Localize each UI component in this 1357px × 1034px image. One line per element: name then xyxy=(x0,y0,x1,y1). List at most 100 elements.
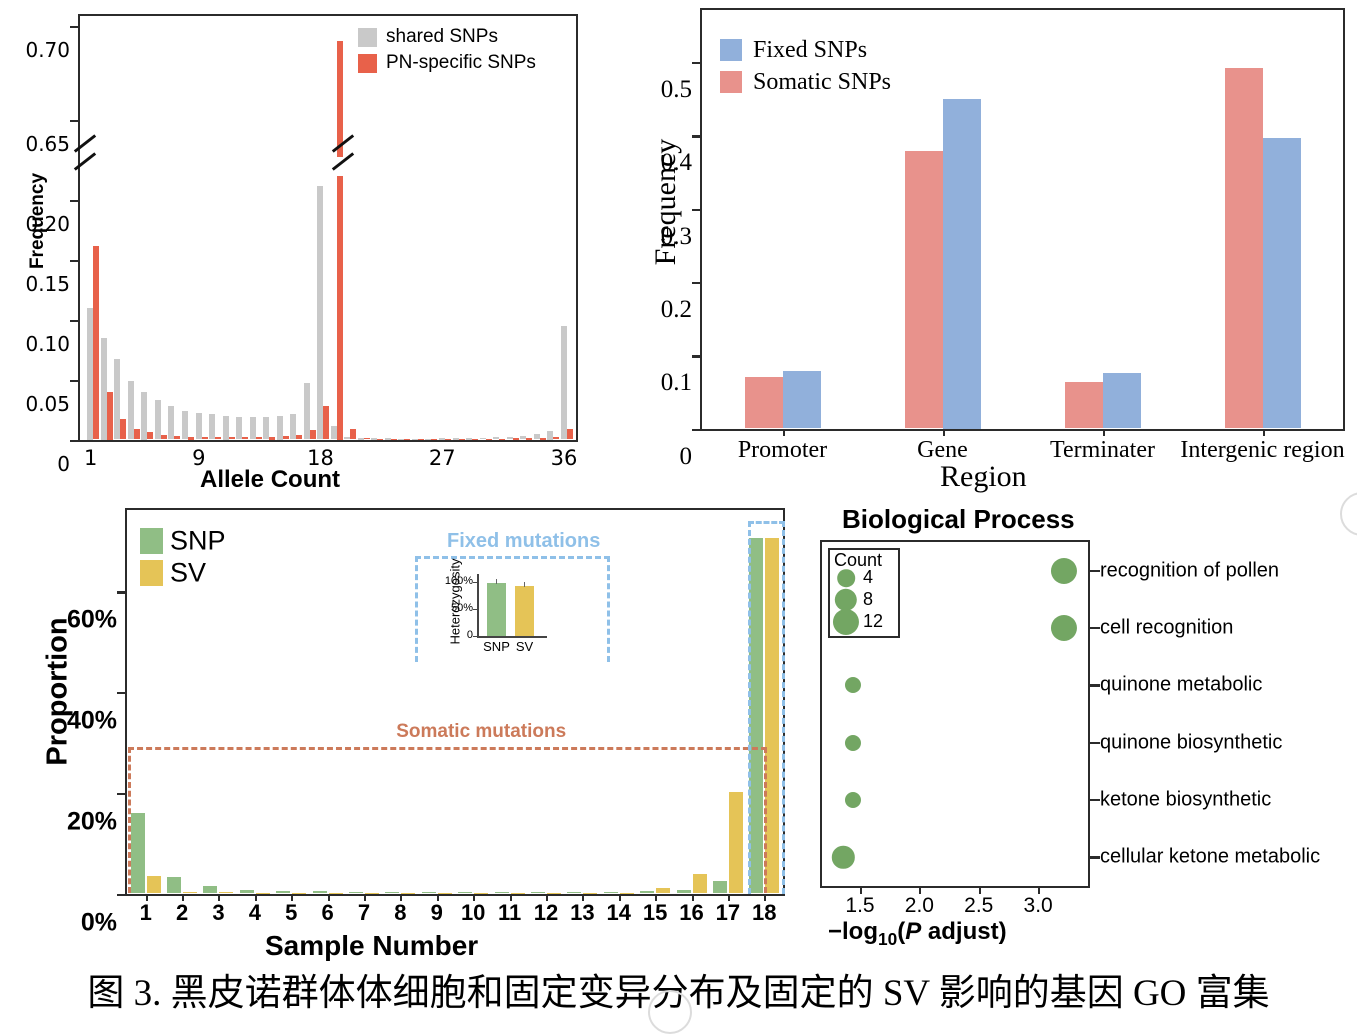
panel-a-y-tick-0.10: 0.10 xyxy=(25,331,70,356)
bar-shared-snps-28 xyxy=(452,438,459,440)
bar-shared-snps-21 xyxy=(357,438,364,440)
panel-b-y-tickmark xyxy=(692,281,700,285)
bar-shared-snps-35 xyxy=(547,430,554,440)
go-term-label-quinone-metabolic: quinone metabolic xyxy=(1100,673,1263,696)
legend-swatch xyxy=(720,71,742,94)
bar-sv-sample-4 xyxy=(255,892,270,894)
legend-swatch xyxy=(140,527,163,554)
bar-somatic-snps-intergenic-region xyxy=(1224,68,1263,429)
bar-snp-sample-17 xyxy=(712,881,727,894)
panel-a-plot-area xyxy=(81,17,576,441)
inset-y-tick-0: 0 xyxy=(466,629,473,641)
bar-sv-sample-15 xyxy=(656,888,671,894)
panel-a-allele-count-frequency: Frequency Allele Count 0 0.05 0.10 0.15 0.20… xyxy=(0,0,640,500)
count-legend-dot-8 xyxy=(834,588,858,612)
panel-b-y-tick-0: 0 xyxy=(679,442,693,470)
panel-a-y-tick-0.20: 0.20 xyxy=(25,211,70,236)
bar-pn-specific-snps-31 xyxy=(499,438,506,441)
panel-c-x-axis-title: Sample Number xyxy=(265,930,479,961)
bar-pn-specific-snps-36 xyxy=(566,429,573,440)
bar-shared-snps-33 xyxy=(520,435,527,440)
go-term-label-cell-recognition: cell recognition xyxy=(1100,616,1234,639)
panel-b-legend-item-0: Fixed SNPs xyxy=(720,36,867,64)
bar-snp-sample-9 xyxy=(421,891,436,894)
panel-c-x-tick-14: 14 xyxy=(606,899,631,925)
bar-pn-specific-snps-7 xyxy=(174,435,181,440)
inset-y-tickmark xyxy=(473,609,477,611)
bar-shared-snps-15 xyxy=(276,415,283,440)
panel-c-x-tick-4: 4 xyxy=(248,899,261,925)
bar-pn-specific-snps-13 xyxy=(255,436,262,440)
panel-c-x-tickmark xyxy=(545,893,548,901)
panel-c-x-tickmark xyxy=(436,893,439,901)
panel-c-x-tick-17: 17 xyxy=(715,899,741,925)
panel-b-x-tickmark xyxy=(1262,428,1265,436)
panel-c-x-tickmark xyxy=(400,893,403,901)
panel-a-legend-item-0: shared SNPs xyxy=(358,26,498,48)
inset-errorbar-snp xyxy=(495,578,498,584)
panel-c-x-tick-7: 7 xyxy=(357,899,371,925)
panel-c-x-tick-6: 6 xyxy=(321,899,334,925)
bar-pn-specific-snps-10 xyxy=(215,437,222,440)
bar-sv-sample-18 xyxy=(765,537,780,894)
panel-c-x-tickmark xyxy=(509,893,512,901)
go-dot-quinone-metabolic xyxy=(844,677,861,694)
panel-b-y-tick-0.3: 0.3 xyxy=(660,222,692,250)
panel-c-y-tick-20%: 20% xyxy=(66,807,117,836)
panel-a-y-tickmark xyxy=(70,319,78,322)
bar-pn-specific-snps-22 xyxy=(377,438,384,441)
bar-pn-specific-snps-3 xyxy=(120,419,127,440)
bar-snp-sample-16 xyxy=(676,890,691,894)
bar-pn-specific-snps-6 xyxy=(160,434,167,440)
panel-c-x-tickmark xyxy=(473,893,476,901)
count-legend-label-4: 4 xyxy=(863,567,874,587)
bar-shared-snps-19 xyxy=(330,426,337,440)
inset-x-tick-snp: SNP xyxy=(483,639,510,654)
count-legend-dot-12 xyxy=(832,608,860,636)
bar-pn-specific-snps-28 xyxy=(458,438,465,441)
bar-shared-snps-29 xyxy=(466,438,473,440)
bar-sv-sample-2 xyxy=(183,891,198,894)
panel-c-x-tick-18: 18 xyxy=(752,899,777,925)
bar-shared-snps-7 xyxy=(168,405,175,440)
panel-a-x-tick-27: 27 xyxy=(428,445,456,470)
panel-a-y-tick-0.05: 0.05 xyxy=(25,391,70,416)
legend-label: shared SNPs xyxy=(386,26,498,47)
bar-pn-specific-snps-23 xyxy=(390,438,397,441)
bar-shared-snps-30 xyxy=(479,437,486,440)
panel-c-plot-area xyxy=(128,511,783,894)
inset-bar-sv xyxy=(515,585,534,636)
panel-b-x-tick-gene: Gene xyxy=(917,436,968,463)
panel-c-x-tickmark xyxy=(582,893,585,901)
bar-shared-snps-22 xyxy=(371,438,378,440)
go-dot-ketone-biosynthetic xyxy=(844,791,861,809)
bar-snp-sample-14 xyxy=(603,891,618,894)
panel-a-x-tick-36: 36 xyxy=(550,445,578,470)
panel-b-y-tickmark xyxy=(692,208,700,211)
bar-sv-sample-12 xyxy=(546,892,561,894)
inset-heterozygosity-chart: Fixed mutations 0 50% 100% SNP SV Heterozygosi… xyxy=(415,530,610,662)
somatic-mutations-label: Somatic mutations xyxy=(396,721,567,743)
bar-sv-sample-17 xyxy=(728,791,743,894)
panel-b-y-tick-0.4: 0.4 xyxy=(660,149,692,177)
panel-c-x-tickmark xyxy=(691,893,694,901)
panel-c-x-tick-9: 9 xyxy=(430,899,443,925)
panel-c-x-tickmark xyxy=(291,893,294,901)
panel-c-axes-box xyxy=(125,508,785,896)
go-term-tickmark xyxy=(1090,799,1100,802)
bar-sv-sample-1 xyxy=(146,876,161,894)
bar-sv-sample-8 xyxy=(401,892,416,894)
panel-a-y-tickmark xyxy=(70,25,78,29)
bar-pn-specific-snps-18 xyxy=(323,405,330,440)
legend-label: Somatic SNPs xyxy=(753,68,892,95)
bar-sv-sample-10 xyxy=(474,892,489,894)
bar-pn-specific-snps-5 xyxy=(147,432,154,440)
bar-sv-sample-7 xyxy=(365,892,380,894)
panel-c-y-tickmark xyxy=(117,792,125,796)
inset-y-tick-50%: 50% xyxy=(450,602,473,615)
go-term-label-recognition-of-pollen: recognition of pollen xyxy=(1100,559,1280,582)
bar-shared-snps-23 xyxy=(384,438,391,440)
panel-c-x-tick-11: 11 xyxy=(497,899,522,925)
go-term-tickmark xyxy=(1090,684,1100,687)
panel-d-x-tick-3.0: 3.0 xyxy=(1023,894,1053,917)
